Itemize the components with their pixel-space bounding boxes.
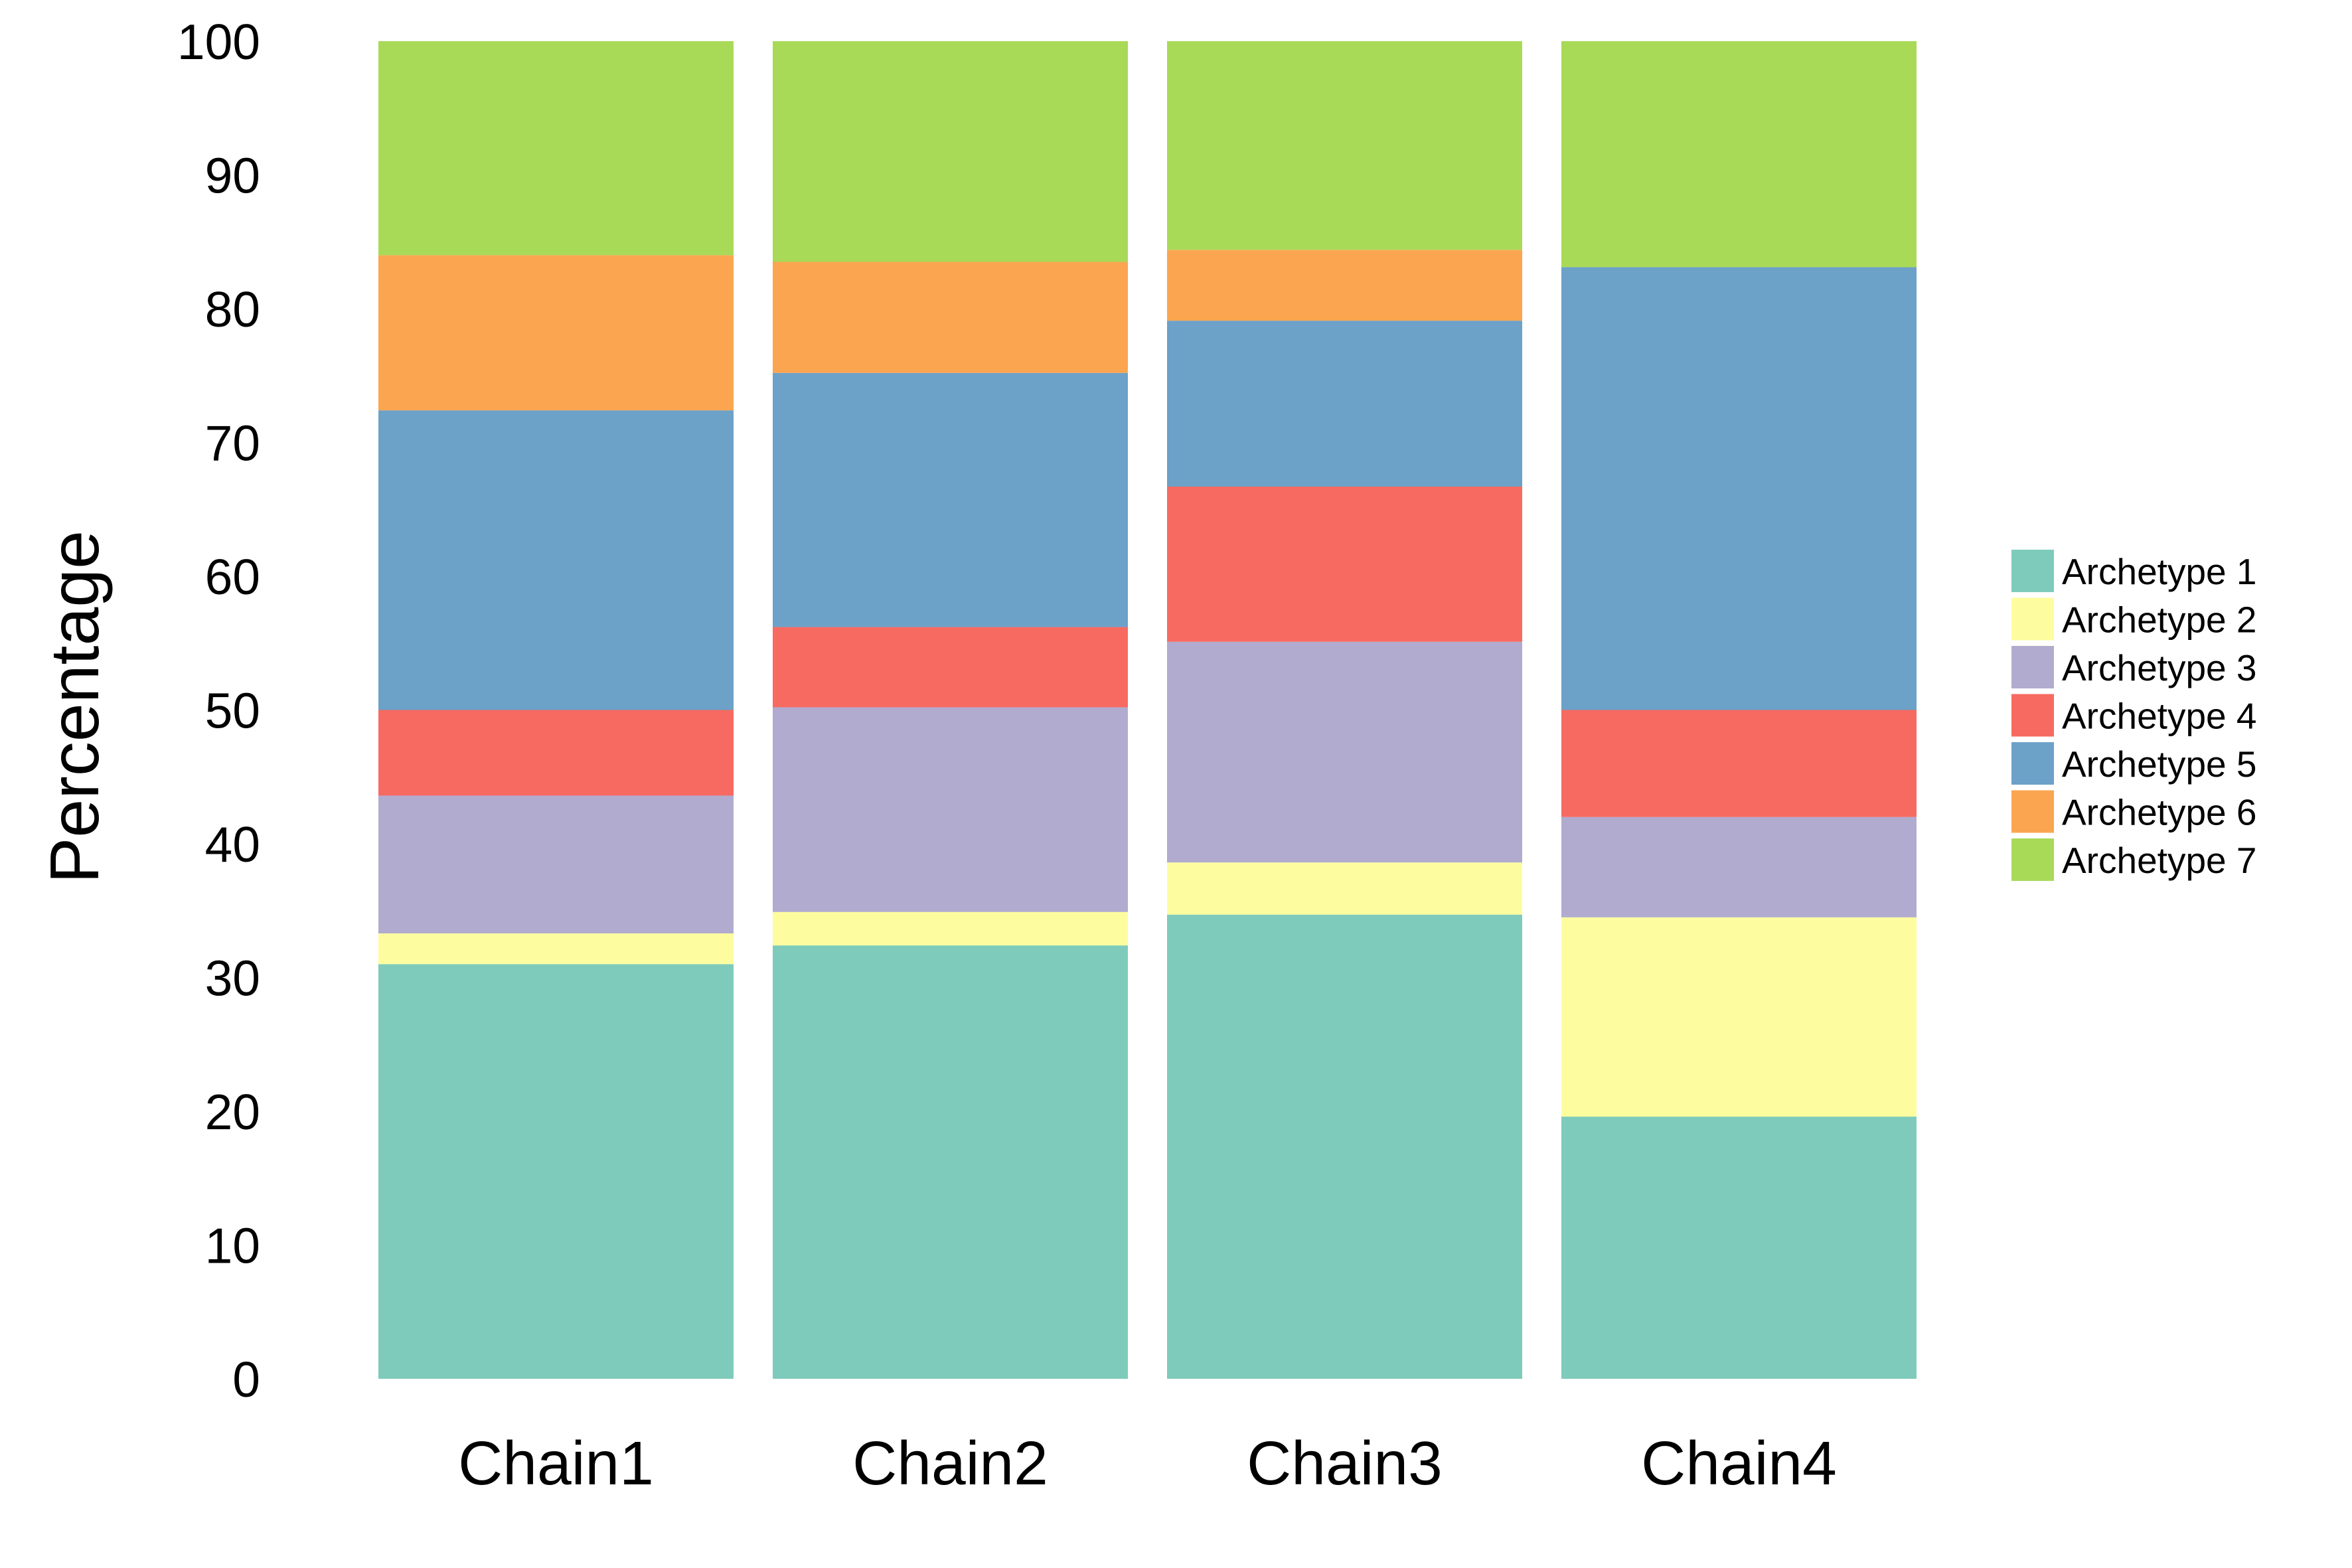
- legend-label-archetype-5: Archetype 5: [2062, 744, 2257, 785]
- bar-segment-chain3-archetype-7: [1167, 41, 1522, 250]
- y-tick-label-80: 80: [205, 281, 260, 337]
- legend-swatch-archetype-6: [2011, 790, 2054, 833]
- legend: Archetype 1 Archetype 2 Archetype 3 Archety…: [2011, 550, 2257, 881]
- x-tick-label-chain3: Chain3: [1247, 1429, 1443, 1498]
- bar-segment-chain4-archetype-2: [1561, 917, 1917, 1117]
- bar-segment-chain2-archetype-1: [773, 945, 1128, 1379]
- legend-swatch-archetype-5: [2011, 742, 2054, 785]
- bar-segment-chain1-archetype-4: [378, 710, 734, 796]
- bar-segment-chain4-archetype-4: [1561, 710, 1917, 817]
- bars-group: [378, 41, 1917, 1379]
- y-tick-label-10: 10: [205, 1218, 260, 1274]
- bar-segment-chain3-archetype-2: [1167, 862, 1522, 915]
- bar-segment-chain1-archetype-1: [378, 964, 734, 1379]
- legend-swatch-archetype-7: [2011, 838, 2054, 881]
- legend-label-archetype-7: Archetype 7: [2062, 840, 2257, 881]
- bar-segment-chain4-archetype-1: [1561, 1117, 1917, 1379]
- legend-swatch-archetype-2: [2011, 597, 2054, 641]
- legend-label-archetype-3: Archetype 3: [2062, 647, 2257, 688]
- x-tick-label-chain4: Chain4: [1641, 1429, 1837, 1498]
- legend-swatch-archetype-4: [2011, 694, 2054, 737]
- y-tick-label-30: 30: [205, 951, 260, 1006]
- bar-segment-chain1-archetype-5: [378, 410, 734, 710]
- bar-segment-chain4-archetype-3: [1561, 817, 1917, 917]
- legend-label-archetype-4: Archetype 4: [2062, 696, 2257, 737]
- y-axis-ticks: 0 10 20 30 40 50 60 70 80 90 100: [177, 14, 260, 1407]
- bar-segment-chain3-archetype-5: [1167, 321, 1522, 487]
- y-tick-label-50: 50: [205, 683, 260, 739]
- legend-swatch-archetype-1: [2011, 550, 2054, 592]
- bar-segment-chain2-archetype-7: [773, 41, 1128, 262]
- x-tick-label-chain1: Chain1: [458, 1429, 654, 1498]
- y-axis-title: Percentage: [37, 530, 114, 884]
- legend-label-archetype-1: Archetype 1: [2062, 551, 2257, 592]
- bar-segment-chain1-archetype-6: [378, 255, 734, 411]
- x-tick-label-chain2: Chain2: [852, 1429, 1048, 1498]
- bar-segment-chain1-archetype-2: [378, 933, 734, 965]
- y-tick-label-70: 70: [205, 416, 260, 471]
- y-tick-label-0: 0: [232, 1352, 260, 1407]
- bar-segment-chain3-archetype-3: [1167, 641, 1522, 863]
- bar-segment-chain1-archetype-7: [378, 41, 734, 256]
- y-tick-label-40: 40: [205, 817, 260, 872]
- bar-segment-chain2-archetype-3: [773, 707, 1128, 912]
- bar-segment-chain3-archetype-6: [1167, 250, 1522, 321]
- bar-segment-chain4-archetype-7: [1561, 41, 1917, 268]
- bar-segment-chain2-archetype-2: [773, 911, 1128, 946]
- y-tick-label-60: 60: [205, 549, 260, 605]
- x-axis-ticks: Chain1 Chain2 Chain3 Chain4: [458, 1429, 1837, 1498]
- bar-segment-chain2-archetype-5: [773, 372, 1128, 627]
- legend-label-archetype-2: Archetype 2: [2062, 599, 2257, 641]
- y-tick-label-20: 20: [205, 1084, 260, 1140]
- bar-segment-chain4-archetype-5: [1561, 267, 1917, 710]
- bar-segment-chain2-archetype-4: [773, 627, 1128, 708]
- bar-segment-chain3-archetype-4: [1167, 486, 1522, 642]
- legend-swatch-archetype-3: [2011, 646, 2054, 688]
- bar-segment-chain3-archetype-1: [1167, 914, 1522, 1379]
- bar-segment-chain1-archetype-3: [378, 795, 734, 934]
- y-tick-label-100: 100: [177, 14, 260, 70]
- legend-label-archetype-6: Archetype 6: [2062, 792, 2257, 833]
- bar-segment-chain2-archetype-6: [773, 262, 1128, 373]
- y-tick-label-90: 90: [205, 148, 260, 204]
